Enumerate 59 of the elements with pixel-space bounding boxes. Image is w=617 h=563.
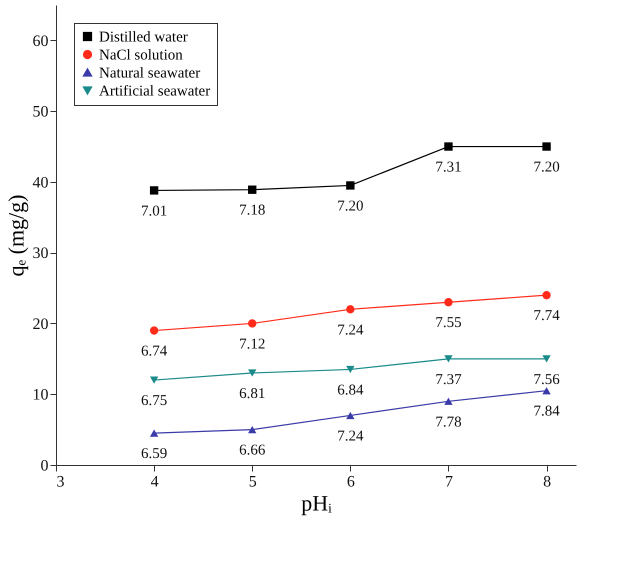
annotation: 7.31: [435, 160, 462, 176]
y-tick-label: 0: [40, 458, 48, 474]
x-axis-title: pHᵢ: [301, 490, 332, 516]
x-tick-label: 7: [444, 474, 453, 490]
annotation: 6.84: [337, 382, 364, 398]
annotation: 7.24: [337, 428, 364, 444]
annotation: 7.56: [533, 372, 560, 388]
annotation: 7.18: [239, 202, 266, 219]
x-tick-label: 8: [543, 474, 552, 490]
point: [444, 298, 453, 306]
annotation: 7.12: [239, 336, 266, 352]
y-tick-label: 20: [32, 316, 48, 333]
legend-label: Natural seawater: [99, 66, 200, 82]
y-tick-label: 30: [32, 245, 48, 262]
legend-label: Distilled water: [99, 30, 188, 46]
annotation: 7.37: [435, 372, 462, 388]
y-axis-title: qₑ (mg/g): [4, 194, 28, 277]
point: [150, 186, 158, 195]
point: [346, 412, 355, 420]
point: [542, 355, 551, 362]
annotation: 6.66: [239, 442, 266, 459]
point: [346, 366, 355, 374]
y-tick-label: 40: [32, 174, 48, 192]
y-tick-label: 60: [32, 32, 48, 50]
annotation: 7.20: [337, 198, 364, 214]
annotation: 6.81: [239, 386, 266, 402]
point: [248, 369, 256, 377]
annotation: 7.78: [435, 414, 462, 430]
point: [248, 319, 256, 328]
point: [346, 181, 355, 190]
legend-label: Artificial seawater: [99, 84, 210, 100]
point: [444, 398, 453, 405]
point: [150, 376, 158, 384]
point: [248, 426, 256, 434]
annotation: 7.74: [533, 308, 560, 324]
point: [542, 387, 551, 394]
x-tick-label: 6: [346, 474, 355, 490]
x-tick-label: 3: [56, 474, 64, 490]
annotation: 7.24: [337, 322, 364, 338]
point: [542, 290, 551, 300]
annotation: 6.59: [140, 446, 168, 462]
point: [346, 305, 355, 314]
annotation: 7.20: [533, 160, 560, 176]
y-tick-label: 50: [32, 104, 48, 121]
point: [444, 355, 453, 362]
point: [150, 326, 158, 335]
annotation: 7.84: [533, 404, 560, 420]
annotation: 6.75: [140, 393, 168, 410]
annotation: 7.01: [140, 203, 168, 220]
point: [444, 142, 453, 151]
y-tick-label: 10: [32, 386, 48, 404]
x-tick-label: 5: [248, 474, 257, 490]
annotation: 7.55: [435, 315, 462, 332]
point: [542, 142, 551, 151]
legend-label: NaCl solution: [99, 48, 184, 64]
x-tick-label: 4: [150, 474, 159, 490]
point: [150, 430, 158, 437]
annotation: 6.74: [140, 344, 168, 360]
point: [248, 186, 256, 194]
